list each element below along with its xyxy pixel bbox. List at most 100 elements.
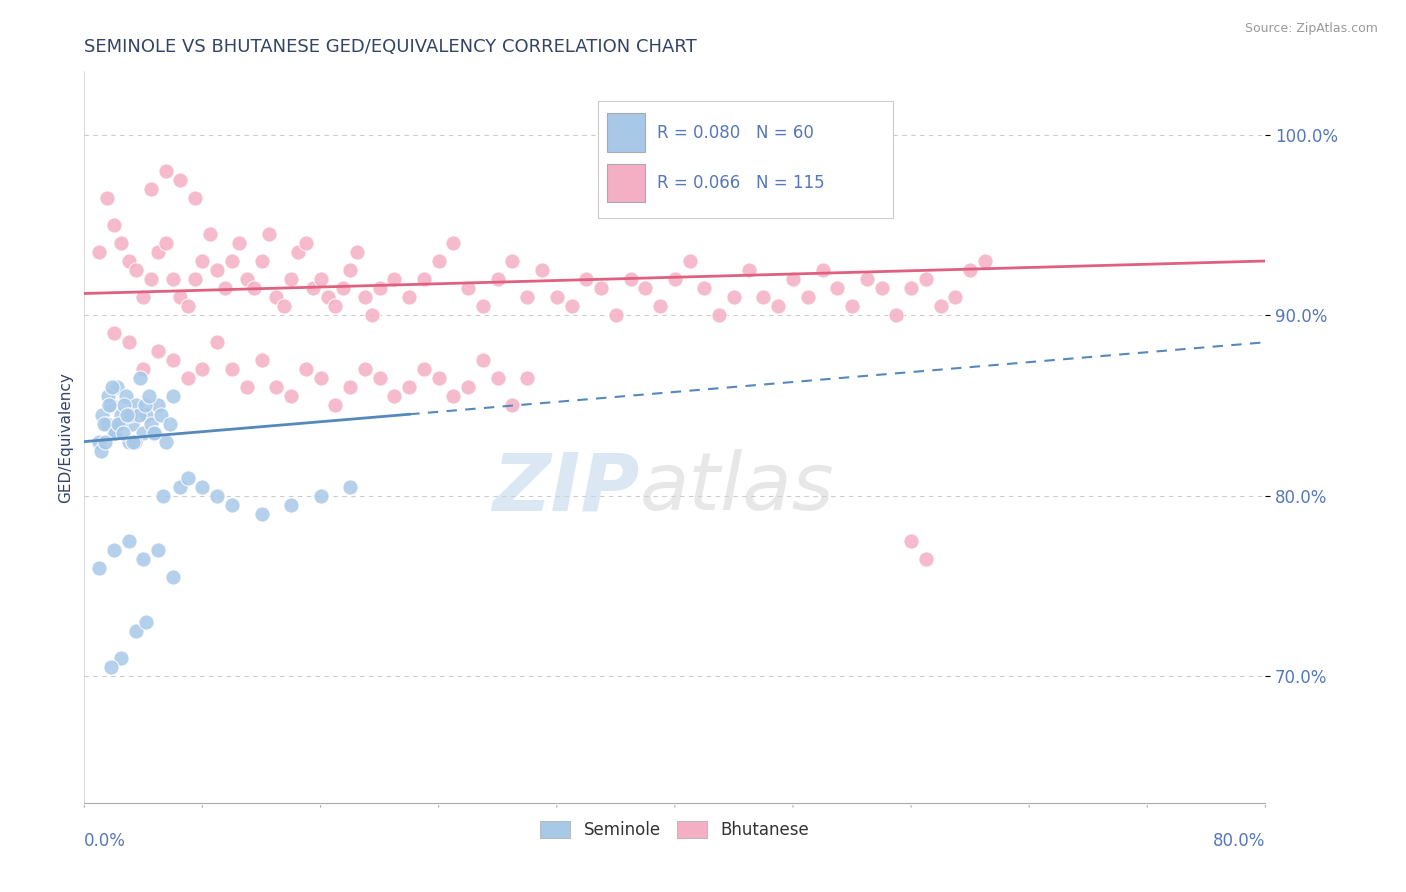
Point [100,660,122,674]
Point [129,371,152,385]
Text: 0.0%: 0.0% [84,832,127,850]
Point [856,272,879,286]
Point [135,408,157,422]
Point [118,254,141,268]
Point [900,281,922,295]
Point [138,389,160,403]
Point [443,235,465,250]
Point [110,235,132,250]
Point [100,399,122,413]
Point [561,299,583,313]
Point [280,498,302,512]
Point [139,417,162,431]
Point [169,172,191,186]
Point [486,272,509,286]
Point [118,533,141,548]
Point [125,624,148,639]
Point [148,344,170,359]
Point [184,191,207,205]
Point [384,272,406,286]
Point [162,570,184,584]
Point [122,434,145,449]
Point [295,235,318,250]
Point [634,281,657,295]
Point [709,308,731,322]
Point [132,290,155,304]
Point [101,380,124,394]
Point [159,417,181,431]
Point [339,480,361,494]
Point [427,254,450,268]
Point [915,272,938,286]
Point [309,272,332,286]
Point [502,254,524,268]
Text: 80.0%: 80.0% [1213,832,1265,850]
Point [354,290,377,304]
Point [198,227,221,241]
Point [325,299,347,313]
Point [664,272,686,286]
Point [693,281,716,295]
Point [152,489,174,503]
Point [104,425,127,440]
Point [162,389,184,403]
Point [368,371,391,385]
Point [98,399,121,413]
Point [886,308,908,322]
Point [125,399,148,413]
Point [142,425,165,440]
Point [257,227,280,241]
Text: atlas: atlas [640,450,834,527]
Point [177,299,200,313]
Point [457,380,479,394]
Point [148,399,170,413]
Point [309,489,332,503]
Text: Source: ZipAtlas.com: Source: ZipAtlas.com [1244,22,1378,36]
Point [797,290,820,304]
Point [90,443,112,458]
Point [302,281,325,295]
Point [650,299,672,313]
Point [591,281,613,295]
Point [250,507,273,521]
Point [143,425,166,440]
Legend: Seminole, Bhutanese: Seminole, Bhutanese [534,814,815,846]
Point [354,362,377,376]
Point [295,362,318,376]
Point [280,389,302,403]
Point [398,290,420,304]
Point [162,272,184,286]
Point [443,389,465,403]
Point [250,254,273,268]
Point [827,281,849,295]
Point [118,434,141,449]
Point [125,263,148,277]
Point [191,254,214,268]
Point [575,272,598,286]
Point [177,371,200,385]
Point [110,408,132,422]
Point [384,389,406,403]
Point [148,244,170,259]
Point [184,272,207,286]
Point [124,434,146,449]
Point [132,425,155,440]
Point [361,308,384,322]
Point [214,281,236,295]
Point [148,543,170,558]
Point [339,380,361,394]
Point [959,263,981,277]
Point [811,263,834,277]
Point [132,552,155,566]
Point [332,281,354,295]
Point [94,434,117,449]
Point [112,399,135,413]
Point [368,281,391,295]
Point [115,408,138,422]
Point [91,408,114,422]
Point [191,362,214,376]
Point [169,290,191,304]
Point [250,353,273,368]
Point [915,552,938,566]
Point [516,290,538,304]
